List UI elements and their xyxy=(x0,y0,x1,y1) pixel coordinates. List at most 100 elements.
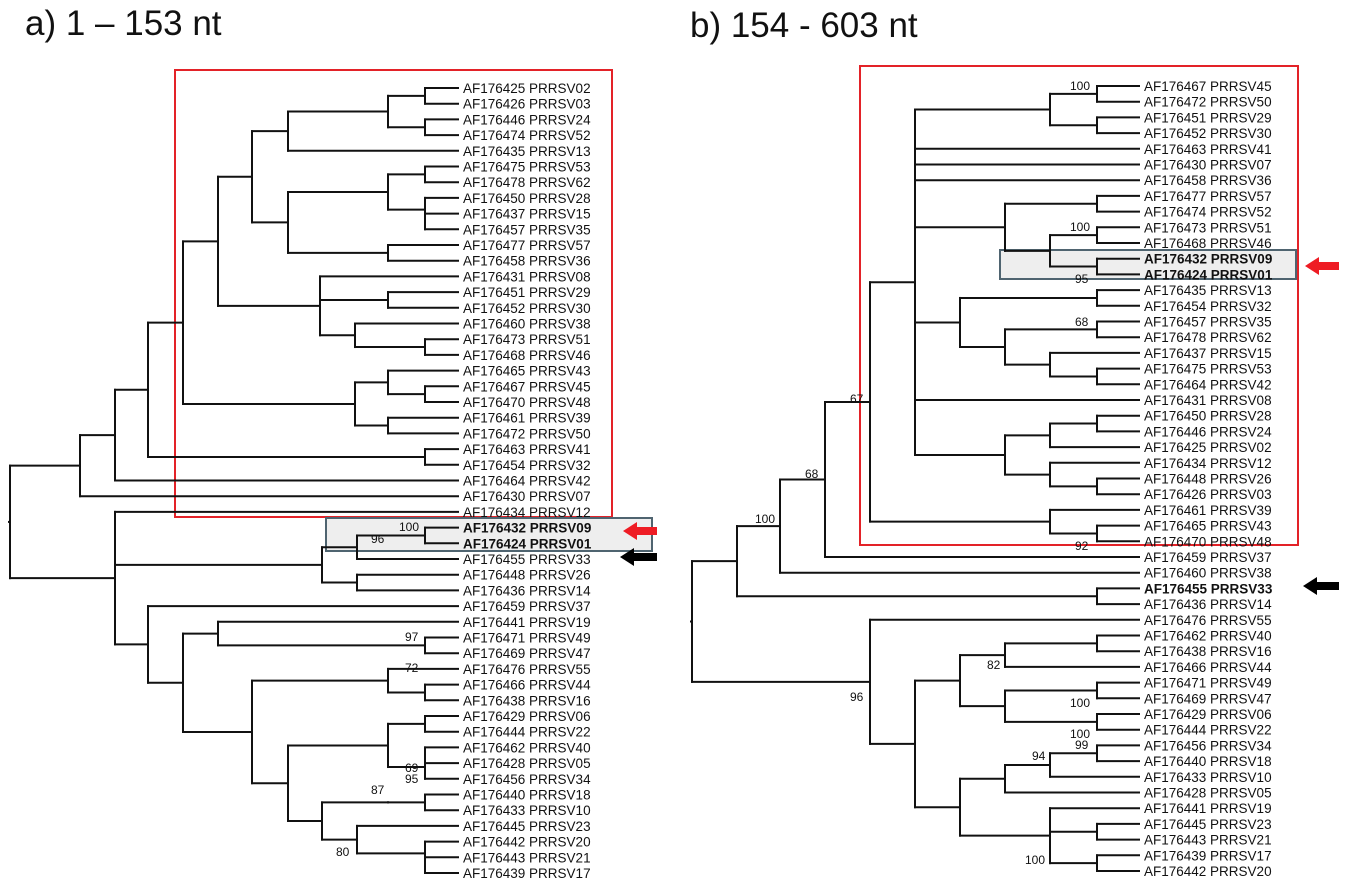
leaf-label: AF176454 PRRSV32 xyxy=(463,458,591,473)
leaf-label: AF176425 PRRSV02 xyxy=(463,81,591,96)
leaf-label: AF176434 PRRSV12 xyxy=(463,505,591,520)
leaf-label: AF176469 PRRSV47 xyxy=(463,646,591,661)
leaf-label: AF176424 PRRSV01 xyxy=(1144,267,1273,282)
leaf-label: AF176451 PRRSV29 xyxy=(1144,110,1272,125)
bootstrap-value: 68 xyxy=(805,467,819,481)
leaf-label: AF176465 PRRSV43 xyxy=(1144,519,1272,534)
leaf-label: AF176443 PRRSV21 xyxy=(1144,833,1272,848)
leaf-label: AF176477 PRRSV57 xyxy=(463,238,591,253)
leaf-label: AF176463 PRRSV41 xyxy=(1144,142,1272,157)
leaf-label: AF176475 PRRSV53 xyxy=(1144,362,1272,377)
bootstrap-value: 96 xyxy=(371,532,385,546)
tree-branches-b xyxy=(690,85,1140,872)
leaf-label: AF176429 PRRSV06 xyxy=(1144,707,1272,722)
leaf-label: AF176477 PRRSV57 xyxy=(1144,189,1272,204)
leaf-label: AF176458 PRRSV36 xyxy=(463,254,591,269)
leaf-label: AF176474 PRRSV52 xyxy=(463,128,591,143)
leaf-label: AF176468 PRRSV46 xyxy=(1144,236,1272,251)
leaf-label: AF176438 PRRSV16 xyxy=(463,693,591,708)
leaf-label: AF176460 PRRSV38 xyxy=(1144,566,1272,581)
leaf-label: AF176456 PRRSV34 xyxy=(1144,738,1272,753)
leaf-label: AF176451 PRRSV29 xyxy=(463,285,591,300)
bootstrap-value: 100 xyxy=(1070,79,1090,93)
bootstrap-value: 95 xyxy=(1075,272,1089,286)
panel-b-title: b) 154 - 603 nt xyxy=(690,6,918,45)
leaf-label: AF176442 PRRSV20 xyxy=(1144,864,1272,879)
leaf-label: AF176446 PRRSV24 xyxy=(463,112,591,127)
panel-a-title: a) 1 – 153 nt xyxy=(25,4,222,43)
leaf-label: AF176476 PRRSV55 xyxy=(1144,613,1272,628)
leaf-label: AF176439 PRRSV17 xyxy=(1144,848,1272,863)
leaf-label: AF176459 PRRSV37 xyxy=(463,599,591,614)
leaf-label: AF176430 PRRSV07 xyxy=(463,489,591,504)
leaf-label: AF176456 PRRSV34 xyxy=(463,772,591,787)
leaf-label: AF176439 PRRSV17 xyxy=(463,866,591,881)
leaf-label: AF176471 PRRSV49 xyxy=(463,631,591,646)
leaf-label: AF176474 PRRSV52 xyxy=(1144,205,1272,220)
leaf-label: AF176428 PRRSV05 xyxy=(1144,786,1272,801)
red-arrow-icon xyxy=(623,522,657,540)
bootstrap-value: 100 xyxy=(1070,220,1090,234)
leaf-label: AF176469 PRRSV47 xyxy=(1144,691,1272,706)
leaf-label: AF176435 PRRSV13 xyxy=(1144,283,1272,298)
leaf-label: AF176426 PRRSV03 xyxy=(463,97,591,112)
bootstrap-value: 99 xyxy=(1075,738,1089,752)
bootstrap-value: 100 xyxy=(1070,696,1090,710)
leaf-label: AF176452 PRRSV30 xyxy=(463,301,591,316)
leaf-label: AF176478 PRRSV62 xyxy=(463,175,591,190)
leaf-label: AF176437 PRRSV15 xyxy=(463,207,591,222)
bootstrap-value: 96 xyxy=(850,690,864,704)
bootstrap-value: 87 xyxy=(371,783,385,797)
leaf-label: AF176475 PRRSV53 xyxy=(463,160,591,175)
leaf-label: AF176428 PRRSV05 xyxy=(463,756,591,771)
leaf-label: AF176448 PRRSV26 xyxy=(1144,472,1272,487)
leaf-label: AF176435 PRRSV13 xyxy=(463,144,591,159)
leaf-label: AF176433 PRRSV10 xyxy=(463,803,591,818)
leaf-label: AF176467 PRRSV45 xyxy=(1144,79,1272,94)
leaf-label: AF176452 PRRSV30 xyxy=(1144,126,1272,141)
leaf-label: AF176464 PRRSV42 xyxy=(1144,377,1272,392)
leaf-label: AF176468 PRRSV46 xyxy=(463,348,591,363)
leaf-label: AF176457 PRRSV35 xyxy=(1144,315,1272,330)
leaf-label: AF176444 PRRSV22 xyxy=(1144,723,1272,738)
leaf-label: AF176461 PRRSV39 xyxy=(1144,503,1272,518)
leaf-label: AF176463 PRRSV41 xyxy=(463,442,591,457)
leaf-label: AF176473 PRRSV51 xyxy=(1144,220,1272,235)
clade-highlight-box-red xyxy=(859,65,1299,546)
leaf-label: AF176466 PRRSV44 xyxy=(1144,660,1272,675)
leaf-label: AF176455 PRRSV33 xyxy=(1144,581,1273,596)
leaf-label: AF176445 PRRSV23 xyxy=(1144,817,1272,832)
leaf-label: AF176472 PRRSV50 xyxy=(463,426,591,441)
leaf-label: AF176458 PRRSV36 xyxy=(1144,173,1272,188)
leaf-label: AF176443 PRRSV21 xyxy=(463,850,591,865)
tree-branches-a xyxy=(8,87,459,874)
leaf-label: AF176465 PRRSV43 xyxy=(463,364,591,379)
leaf-label: AF176433 PRRSV10 xyxy=(1144,770,1272,785)
leaf-label: AF176470 PRRSV48 xyxy=(1144,534,1272,549)
leaf-label: AF176457 PRRSV35 xyxy=(463,222,591,237)
leaf-label: AF176426 PRRSV03 xyxy=(1144,487,1272,502)
leaf-label: AF176476 PRRSV55 xyxy=(463,662,591,677)
bootstrap-value: 100 xyxy=(399,520,419,534)
leaf-label: AF176467 PRRSV45 xyxy=(463,379,591,394)
bootstrap-value: 82 xyxy=(987,658,1001,672)
leaf-label: AF176445 PRRSV23 xyxy=(463,819,591,834)
bootstrap-value: 72 xyxy=(405,661,419,675)
bootstrap-value: 69 xyxy=(405,761,419,775)
leaf-label: AF176471 PRRSV49 xyxy=(1144,676,1272,691)
leaf-label: AF176434 PRRSV12 xyxy=(1144,456,1272,471)
leaf-label: AF176455 PRRSV33 xyxy=(463,552,591,567)
leaf-label: AF176440 PRRSV18 xyxy=(1144,754,1272,769)
leaf-label: AF176436 PRRSV14 xyxy=(1144,597,1272,612)
bootstrap-value: 94 xyxy=(1032,749,1046,763)
leaf-label: AF176429 PRRSV06 xyxy=(463,709,591,724)
leaf-label: AF176478 PRRSV62 xyxy=(1144,330,1272,345)
leaf-label: AF176450 PRRSV28 xyxy=(463,191,591,206)
leaf-label: AF176431 PRRSV08 xyxy=(1144,393,1272,408)
leaf-label: AF176472 PRRSV50 xyxy=(1144,95,1272,110)
bootstrap-value: 80 xyxy=(336,845,350,859)
leaf-label: AF176466 PRRSV44 xyxy=(463,678,591,693)
